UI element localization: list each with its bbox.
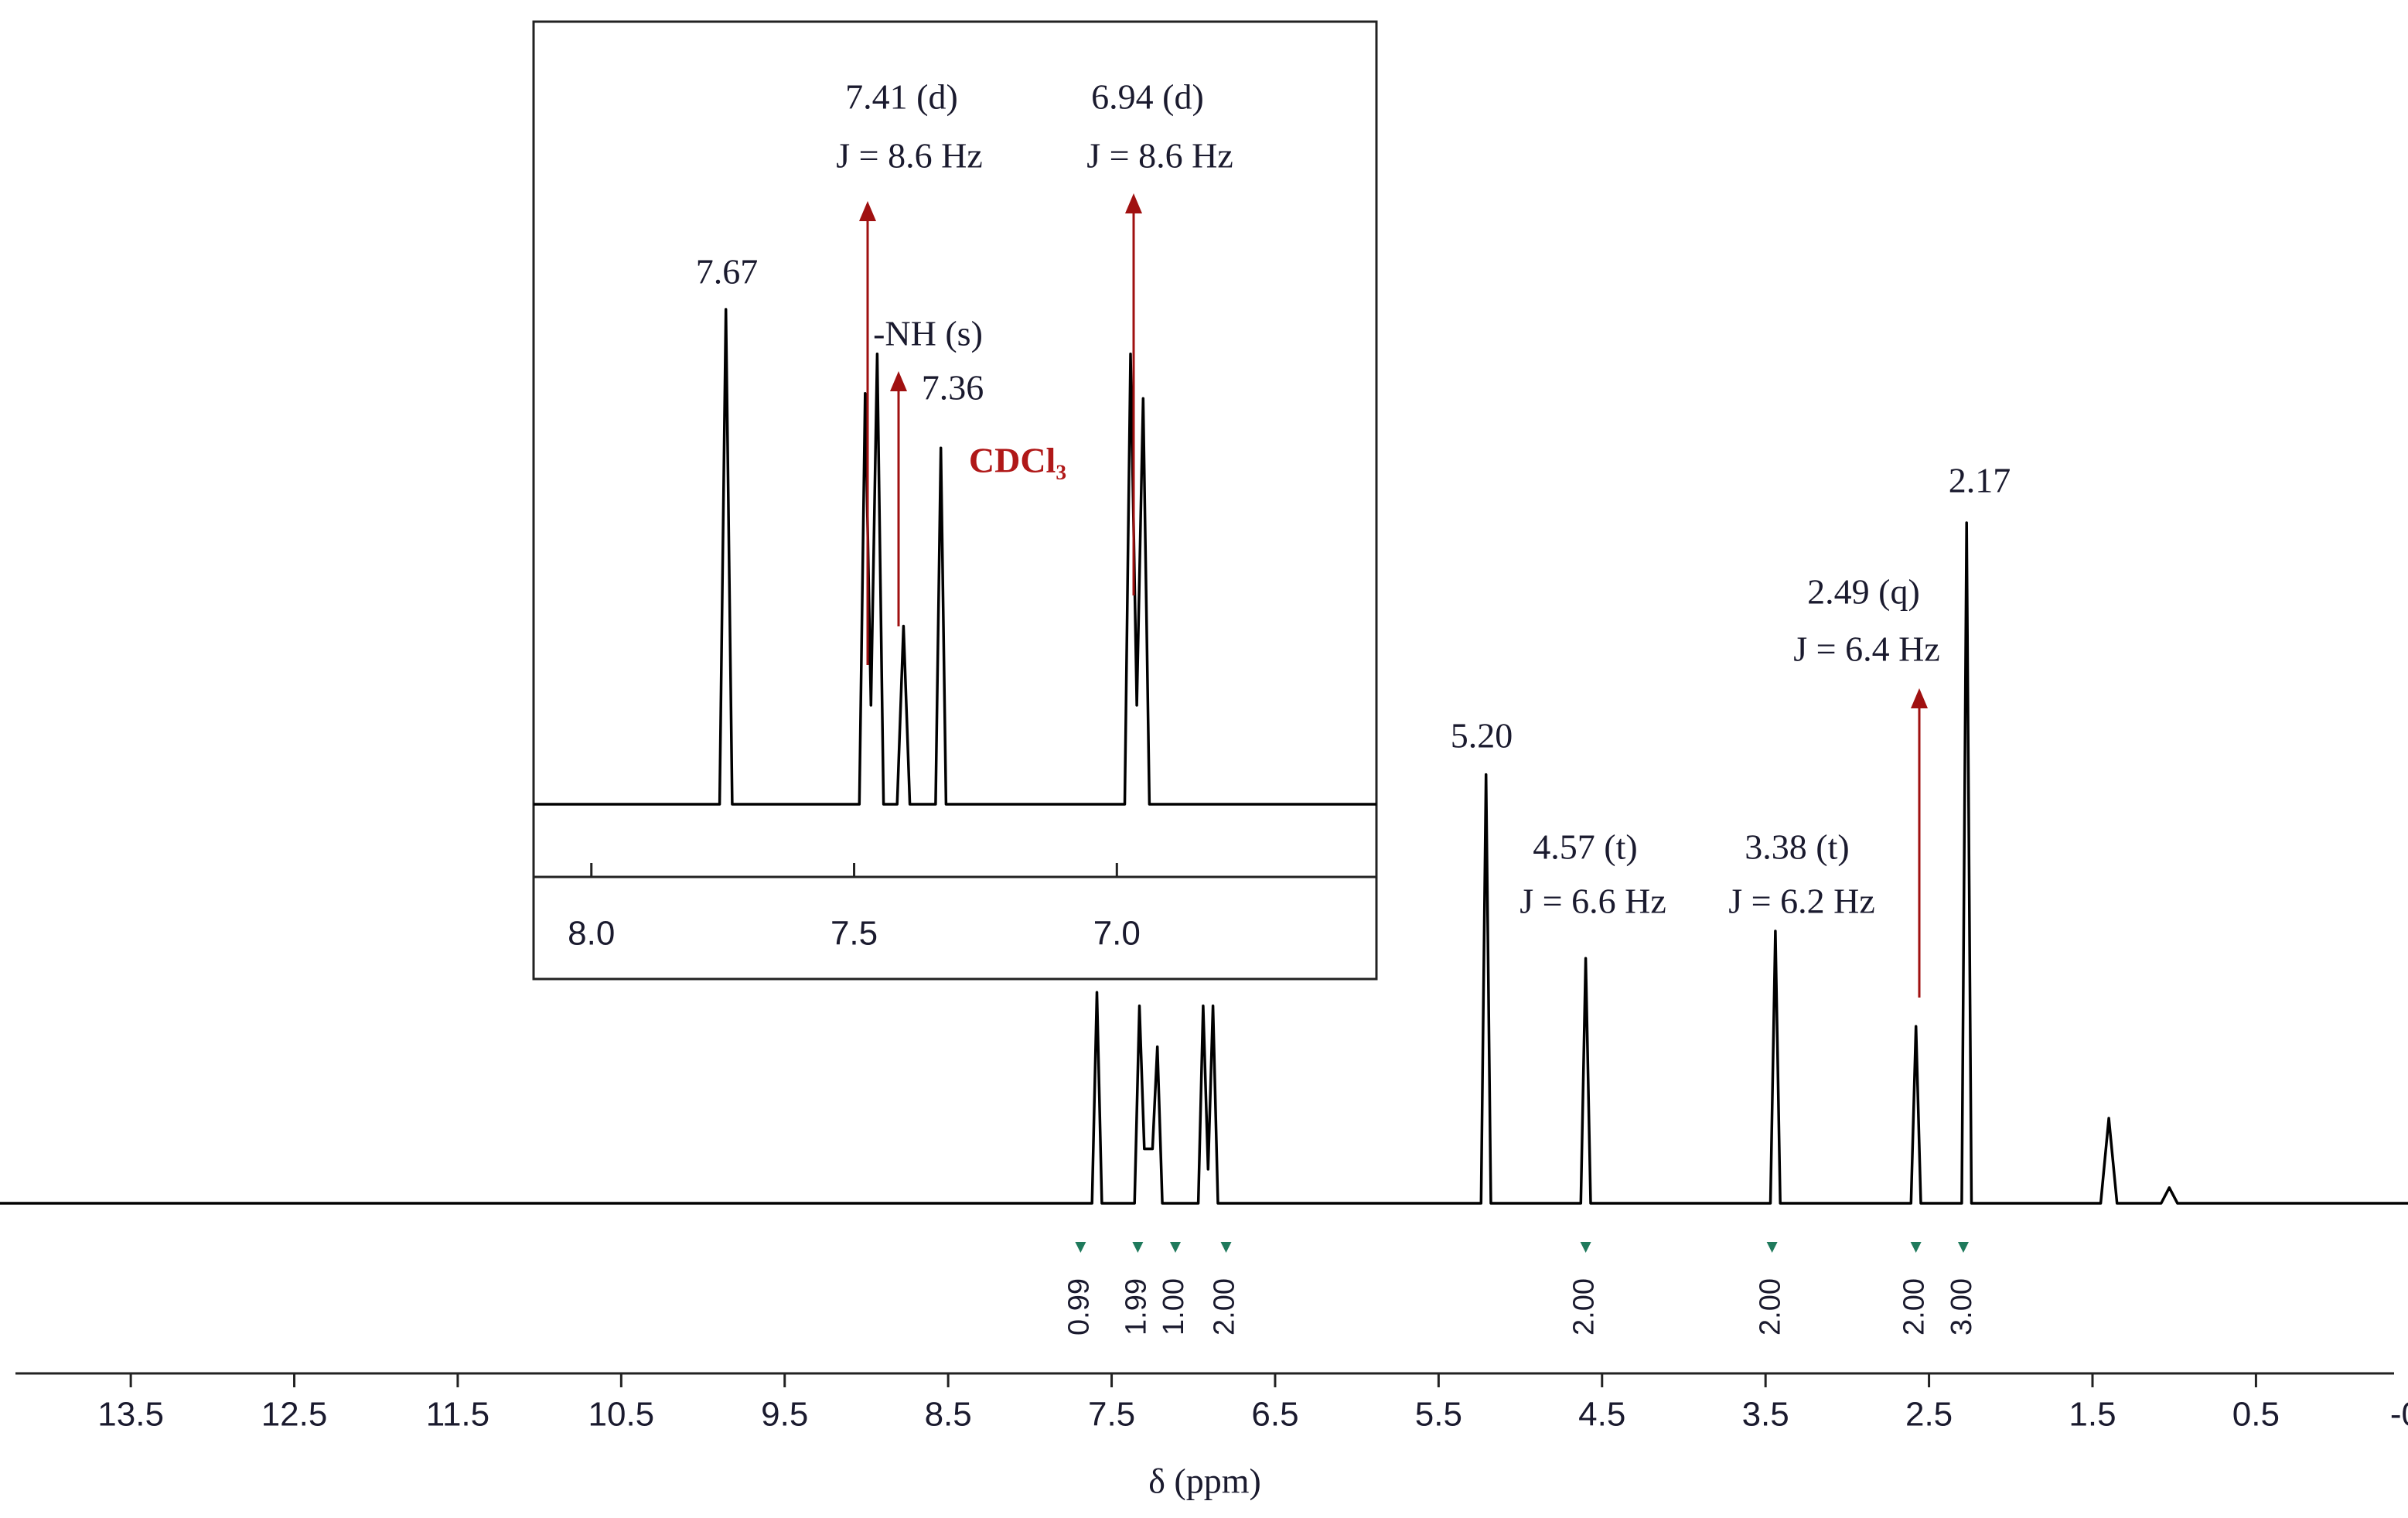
x-tick-label: 3.5 (1742, 1396, 1789, 1434)
x-tick-label: 8.0 (568, 915, 615, 953)
x-axis-label: δ (ppm) (1148, 1462, 1261, 1501)
peak-annotation: CDCl₃ (969, 441, 1066, 480)
integral-label: 0.99 (1062, 1278, 1095, 1335)
peak-annotation: 7.36 (922, 368, 984, 408)
x-tick-label: 7.5 (1088, 1396, 1135, 1434)
x-tick-label: 1.5 (2069, 1396, 2116, 1434)
peak-annotation: J = 6.2 Hz (1728, 882, 1874, 921)
arrow-head (1125, 193, 1142, 213)
x-tick-label: 7.5 (831, 915, 878, 953)
integral-marker (1957, 1242, 1969, 1253)
peak-annotation: J = 6.6 Hz (1519, 882, 1666, 921)
x-tick-label: 0.5 (2232, 1396, 2280, 1434)
integral-marker (1766, 1242, 1778, 1253)
x-tick-label: 13.5 (97, 1396, 164, 1434)
peak-annotation: 5.20 (1451, 716, 1513, 756)
x-tick-label: 12.5 (261, 1396, 328, 1434)
integral-marker (1220, 1242, 1232, 1253)
integral-label: 3.00 (1946, 1278, 1978, 1335)
integral-label: 2.00 (1209, 1278, 1241, 1335)
peak-annotation: 2.17 (1949, 461, 2011, 500)
main-plot: 14.5 13.5 12.5 11.5 10.5 9.5 8.5 7.5 6.5 5.5 4.5 3.… (0, 461, 2408, 1501)
integral-label: 1.00 (1158, 1278, 1190, 1335)
peak-annotation: 7.67 (696, 252, 759, 292)
integral-marker (1170, 1242, 1182, 1253)
inset-content: 8.0 7.5 7.0 7.67 7.41 (d) J = 8.6 Hz -NH (s) 7.… (534, 77, 1376, 953)
integral-marker (1132, 1242, 1144, 1253)
x-tick-label: 8.5 (925, 1396, 972, 1434)
x-tick-label: 4.5 (1578, 1396, 1625, 1434)
x-tick-label: 10.5 (588, 1396, 655, 1434)
peak-annotation: 4.57 (t) (1533, 827, 1637, 867)
inset-frame (532, 20, 1378, 981)
x-tick-label: 14.5 (0, 1396, 1, 1434)
peak-annotation: 3.38 (t) (1745, 827, 1849, 867)
inset-plot: 8.0 7.5 7.0 7.67 7.41 (d) J = 8.6 Hz -NH (s) 7.… (532, 20, 1378, 981)
peak-annotation: 7.41 (d) (845, 77, 958, 117)
arrow-head (859, 201, 876, 221)
arrow-head (890, 371, 907, 391)
arrow-head (1911, 688, 1928, 708)
peak-annotation: 6.94 (d) (1091, 77, 1204, 117)
x-tick-label: -0.5 (2390, 1396, 2408, 1434)
integral-label: 2.00 (1898, 1278, 1931, 1335)
integral-marker (1580, 1242, 1591, 1253)
peak-annotation: J = 6.4 Hz (1793, 629, 1939, 669)
peak-annotation: J = 8.6 Hz (836, 136, 982, 176)
x-tick-label: 6.5 (1251, 1396, 1298, 1434)
x-tick-label: 5.5 (1415, 1396, 1462, 1434)
peak-annotation: -NH (s) (873, 314, 983, 353)
peak-annotation: J = 8.6 Hz (1086, 136, 1233, 176)
peak-annotation: 2.49 (q) (1807, 572, 1920, 612)
integral-marker (1910, 1242, 1922, 1253)
integral-label: 2.00 (1568, 1278, 1601, 1335)
x-tick-label: 9.5 (761, 1396, 808, 1434)
x-tick-label: 2.5 (1905, 1396, 1953, 1434)
integral-marker (1075, 1242, 1086, 1253)
integral-label: 2.00 (1755, 1278, 1787, 1335)
spectrum-trace (0, 521, 2408, 1205)
integral-label: 1.99 (1120, 1278, 1152, 1335)
x-tick-label: 11.5 (426, 1396, 489, 1434)
x-tick-label: 7.0 (1093, 915, 1141, 953)
